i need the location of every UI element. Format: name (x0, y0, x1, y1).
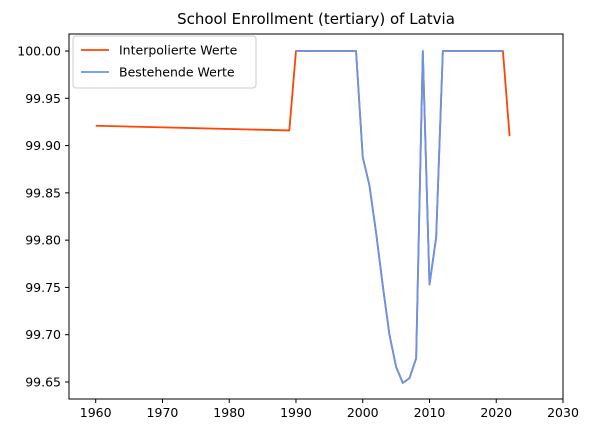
x-tick-label: 1970 (147, 405, 179, 420)
x-tick-label: 2030 (547, 405, 579, 420)
series-line-0 (95, 50, 511, 384)
legend: Interpolierte Werte Bestehende Werte (72, 35, 257, 89)
y-tick-label: 99.80 (25, 233, 61, 248)
y-tick-label: 99.85 (25, 185, 61, 200)
legend-box (72, 35, 257, 89)
axes-layer: 1960 1970 1980 1990 2000 2010 2020 2030 99.65 99.… (17, 33, 579, 420)
y-tick-label: 100.00 (17, 44, 61, 59)
chart-title: School Enrollment (tertiary) of Latvia (177, 10, 455, 28)
x-tick-label: 1980 (213, 405, 245, 420)
x-tick-label: 2000 (347, 405, 379, 420)
x-tick-label: 2020 (480, 405, 512, 420)
y-tick-label: 99.65 (25, 374, 61, 389)
y-tick-label: 99.90 (25, 138, 61, 153)
y-tick-label: 99.70 (25, 327, 61, 342)
series-layer (95, 50, 511, 384)
y-tick-label: 99.75 (25, 280, 61, 295)
y-tick-label: 99.95 (25, 91, 61, 106)
x-tick-label: 1960 (80, 405, 112, 420)
legend-label-existing: Bestehende Werte (119, 65, 235, 80)
legend-label-interpolated: Interpolierte Werte (119, 43, 238, 58)
x-tick-label: 2010 (414, 405, 446, 420)
x-tick-label: 1990 (280, 405, 312, 420)
series-line-1 (295, 50, 503, 384)
plot-frame (68, 33, 564, 400)
